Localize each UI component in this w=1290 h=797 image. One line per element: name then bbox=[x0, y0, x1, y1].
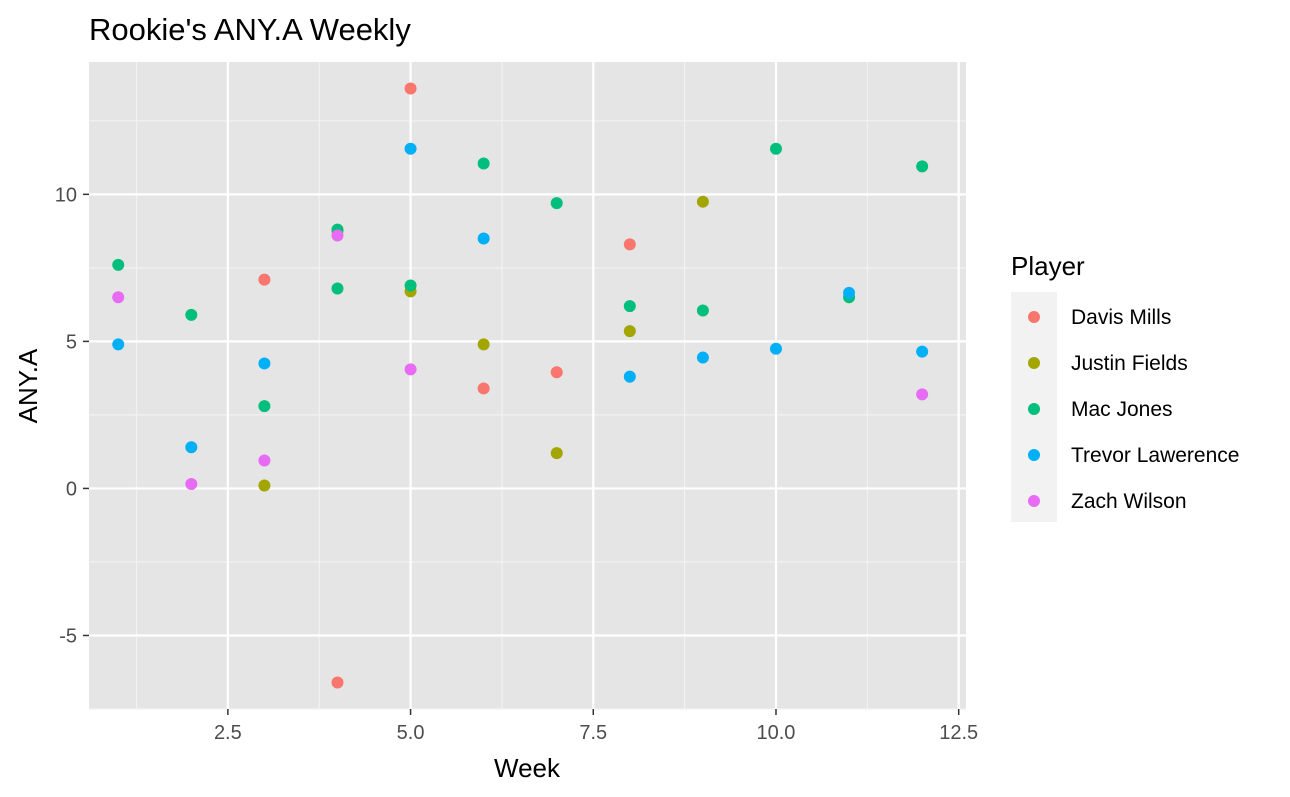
legend-key-davis-mills bbox=[1028, 311, 1040, 323]
legend-key-justin-fields bbox=[1028, 357, 1040, 369]
point-trevor-lawerence bbox=[258, 357, 271, 370]
x-axis-ticks: 2.5 5.0 7.5 10.0 12.5 bbox=[214, 709, 978, 744]
point-zach-wilson bbox=[916, 388, 929, 401]
point-justin-fields bbox=[550, 447, 563, 460]
point-zach-wilson bbox=[258, 454, 271, 467]
legend-label-justin-fields: Justin Fields bbox=[1071, 352, 1188, 375]
plot-panel bbox=[89, 62, 966, 709]
x-axis-title: Week bbox=[494, 753, 561, 783]
legend-title: Player bbox=[1011, 251, 1085, 281]
data-points bbox=[112, 82, 929, 689]
y-axis-title: ANY.A bbox=[13, 348, 43, 423]
legend-label-davis-mills: Davis Mills bbox=[1071, 306, 1171, 329]
point-trevor-lawerence bbox=[185, 441, 198, 454]
point-trevor-lawerence bbox=[623, 370, 636, 383]
point-mac-jones bbox=[916, 160, 929, 173]
point-mac-jones bbox=[769, 142, 782, 155]
legend-label-zach-wilson: Zach Wilson bbox=[1071, 490, 1187, 513]
point-trevor-lawerence bbox=[916, 345, 929, 358]
legend: Player Davis Mills Justin Fields Mac Jones… bbox=[1011, 251, 1239, 522]
legend-key-trevor-lawerence bbox=[1028, 449, 1040, 461]
y-tick-label: -5 bbox=[59, 625, 77, 647]
point-davis-mills bbox=[331, 676, 344, 689]
point-mac-jones bbox=[112, 258, 125, 271]
point-trevor-lawerence bbox=[843, 286, 856, 299]
point-trevor-lawerence bbox=[112, 338, 125, 351]
point-trevor-lawerence bbox=[769, 342, 782, 355]
x-tick-label: 5.0 bbox=[397, 722, 425, 744]
point-davis-mills bbox=[623, 238, 636, 251]
chart-title: Rookie's ANY.A Weekly bbox=[89, 12, 411, 47]
point-mac-jones bbox=[258, 400, 271, 413]
y-tick-label: 5 bbox=[66, 331, 77, 353]
point-mac-jones bbox=[623, 300, 636, 313]
point-justin-fields bbox=[258, 479, 271, 492]
point-davis-mills bbox=[477, 382, 490, 395]
point-zach-wilson bbox=[185, 478, 198, 491]
point-trevor-lawerence bbox=[404, 142, 417, 155]
x-tick-label: 10.0 bbox=[757, 722, 796, 744]
point-davis-mills bbox=[258, 273, 271, 286]
point-zach-wilson bbox=[331, 229, 344, 242]
point-mac-jones bbox=[696, 304, 709, 317]
point-mac-jones bbox=[550, 197, 563, 210]
point-mac-jones bbox=[185, 308, 198, 321]
point-trevor-lawerence bbox=[696, 351, 709, 364]
point-davis-mills bbox=[404, 82, 417, 95]
x-tick-label: 7.5 bbox=[579, 722, 607, 744]
point-zach-wilson bbox=[112, 291, 125, 304]
legend-label-mac-jones: Mac Jones bbox=[1071, 398, 1173, 421]
point-mac-jones bbox=[404, 279, 417, 292]
y-tick-label: 0 bbox=[66, 478, 77, 500]
x-tick-label: 12.5 bbox=[939, 722, 978, 744]
point-justin-fields bbox=[696, 195, 709, 208]
grid-minor bbox=[89, 62, 966, 710]
point-justin-fields bbox=[477, 338, 490, 351]
point-mac-jones bbox=[331, 282, 344, 295]
legend-key-zach-wilson bbox=[1028, 495, 1040, 507]
point-mac-jones bbox=[477, 157, 490, 170]
y-axis-ticks: -5 0 5 10 bbox=[55, 184, 89, 647]
grid-major bbox=[89, 62, 966, 709]
legend-key-mac-jones bbox=[1028, 403, 1040, 415]
point-davis-mills bbox=[550, 366, 563, 379]
point-zach-wilson bbox=[404, 363, 417, 376]
y-tick-label: 10 bbox=[55, 184, 77, 206]
legend-label-trevor-lawerence: Trevor Lawerence bbox=[1071, 444, 1239, 467]
point-trevor-lawerence bbox=[477, 232, 490, 245]
x-tick-label: 2.5 bbox=[214, 722, 242, 744]
point-justin-fields bbox=[623, 325, 636, 338]
